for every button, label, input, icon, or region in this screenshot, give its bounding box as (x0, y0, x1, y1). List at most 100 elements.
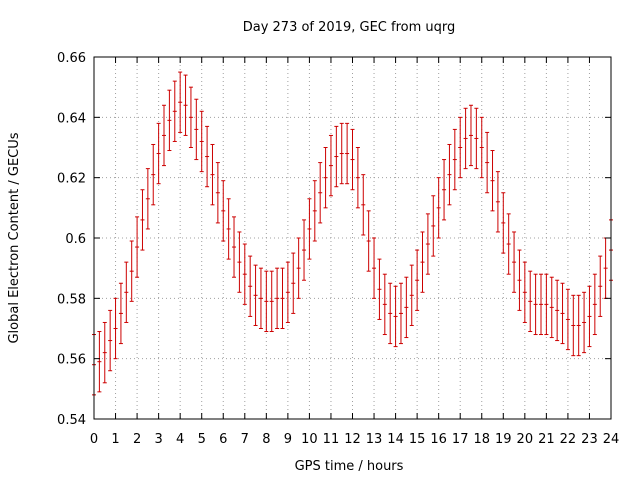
error-bar (129, 240, 134, 302)
y-tick-label: 0.58 (57, 292, 86, 307)
x-tick-label: 10 (301, 432, 318, 447)
x-tick-label: 7 (241, 432, 249, 447)
x-tick-label: 17 (452, 432, 469, 447)
error-bar (409, 264, 414, 326)
error-bar (436, 177, 441, 239)
error-bar (592, 273, 597, 336)
error-bar (415, 249, 420, 311)
x-tick-label: 20 (517, 432, 534, 447)
error-bar (113, 297, 118, 360)
error-bar (215, 162, 220, 224)
x-tick-label: 4 (176, 432, 184, 447)
error-bar (140, 189, 145, 251)
error-bar (242, 243, 247, 305)
error-bar (377, 258, 382, 320)
grid-lines (94, 57, 611, 419)
chart-title: Day 273 of 2019, GEC from uqrg (243, 20, 456, 35)
error-bar (382, 273, 387, 336)
x-tick-label: 9 (284, 432, 292, 447)
error-bar (318, 162, 323, 224)
error-bar (555, 279, 560, 342)
x-tick-label: 0 (90, 432, 98, 447)
error-bar (97, 331, 102, 393)
error-bar (533, 273, 538, 336)
error-bar (560, 282, 565, 345)
x-tick-label: 14 (387, 432, 404, 447)
x-tick-label: 19 (495, 432, 512, 447)
error-bar (237, 231, 242, 293)
x-tick-label: 15 (409, 432, 426, 447)
error-bar (264, 270, 269, 333)
error-bar (156, 122, 161, 185)
y-tick-label: 0.62 (57, 172, 86, 187)
error-bar (479, 116, 484, 179)
y-tick-label: 0.6 (65, 232, 86, 247)
error-bar (280, 267, 285, 329)
error-bar (188, 86, 193, 148)
error-bar (258, 267, 263, 329)
x-tick-label: 22 (560, 432, 577, 447)
x-tick-label: 8 (262, 432, 270, 447)
error-bar (162, 104, 167, 167)
error-bar (549, 276, 554, 339)
error-bar (603, 237, 608, 299)
error-bar (151, 143, 156, 206)
error-bar (372, 237, 377, 299)
error-bar (328, 134, 333, 197)
error-bar (420, 231, 425, 293)
error-bar (506, 213, 511, 275)
error-bar (167, 89, 172, 152)
error-bar (108, 309, 113, 372)
x-tick-label: 2 (133, 432, 141, 447)
error-bar (388, 282, 393, 345)
x-tick-label: 11 (323, 432, 340, 447)
error-bar (565, 288, 570, 351)
error-bar (312, 180, 317, 242)
error-bar (393, 285, 398, 348)
error-bar (269, 270, 274, 333)
error-bar (447, 143, 452, 206)
error-bar (124, 261, 129, 323)
error-bar (571, 294, 576, 357)
x-tick-label: 23 (581, 432, 598, 447)
error-bar (296, 237, 301, 299)
error-bar (275, 267, 280, 329)
x-tick-label: 6 (219, 432, 227, 447)
x-tick-label: 21 (538, 432, 555, 447)
error-bar (199, 110, 204, 173)
error-bar (248, 255, 253, 317)
x-tick-label: 1 (111, 432, 119, 447)
error-bar (183, 74, 188, 136)
error-bar (517, 249, 522, 311)
error-bar (194, 98, 199, 161)
y-tick-label: 0.64 (57, 111, 86, 126)
error-bar (522, 261, 527, 323)
error-bar (361, 174, 366, 236)
error-bar (538, 273, 543, 336)
error-bar (582, 291, 587, 354)
error-bar (528, 270, 533, 333)
error-bar (485, 131, 490, 194)
error-bar (172, 80, 177, 142)
y-tick-label: 0.56 (57, 353, 86, 368)
error-bar (118, 282, 123, 345)
error-bar (398, 282, 403, 345)
error-bar (232, 216, 237, 278)
error-bar (495, 171, 500, 233)
error-bar (598, 255, 603, 317)
x-tick-label: 18 (473, 432, 490, 447)
error-bar (587, 285, 592, 348)
error-bar (285, 261, 290, 323)
error-bar (205, 125, 210, 188)
error-bar (178, 71, 183, 133)
error-bar (323, 147, 328, 209)
error-bar (307, 198, 312, 260)
error-bar (226, 198, 231, 260)
error-bar (576, 294, 581, 357)
error-bar (501, 192, 506, 254)
error-bar (345, 122, 350, 185)
y-tick-label: 0.54 (57, 413, 86, 428)
x-tick-label: 12 (344, 432, 361, 447)
error-bar (442, 159, 447, 221)
